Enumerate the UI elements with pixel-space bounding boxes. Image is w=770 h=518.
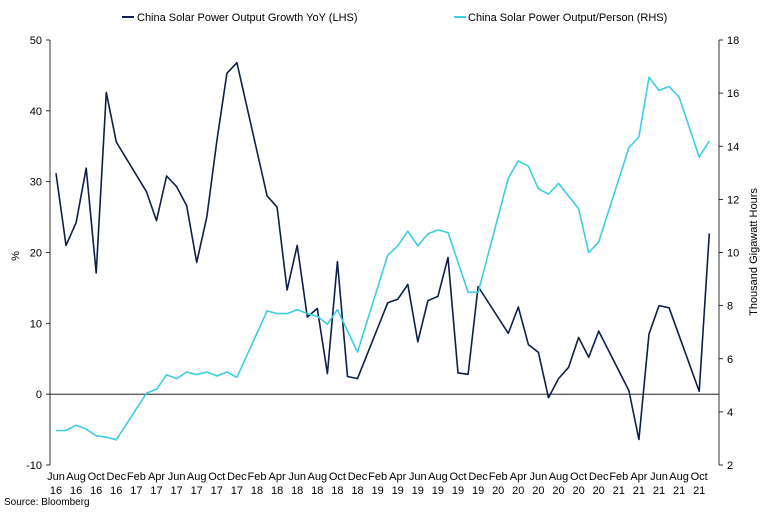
- series-line-output-per-person: [56, 76, 710, 441]
- x-tick-label-year: 17: [191, 485, 203, 497]
- left-axis-title: %: [10, 251, 22, 261]
- right-tick-label: 10: [727, 248, 739, 260]
- x-tick-label-month: Jun: [168, 471, 186, 483]
- x-tick-label-month: Oct: [449, 471, 466, 483]
- x-tick-label-month: Dec: [227, 471, 247, 483]
- x-tick-label-year: 16: [110, 485, 122, 497]
- right-tick-label: 8: [727, 301, 733, 313]
- x-tick-label-month: Feb: [248, 471, 267, 483]
- x-tick-label-month: Jun: [47, 471, 65, 483]
- legend-label-growth: China Solar Power Output Growth YoY (LHS…: [137, 12, 358, 24]
- x-tick-label-year: 17: [170, 485, 182, 497]
- x-tick-label-month: Apr: [510, 471, 527, 483]
- x-tick-label-month: Jun: [288, 471, 306, 483]
- x-tick-label-month: Apr: [630, 471, 647, 483]
- series-line-growth-yoy: [55, 61, 711, 441]
- x-tick-label-month: Aug: [669, 471, 689, 483]
- x-tick-label-month: Feb: [127, 471, 146, 483]
- x-tick-label-month: Aug: [428, 471, 448, 483]
- x-tick-label-year: 18: [351, 485, 363, 497]
- x-tick-label-year: 19: [472, 485, 484, 497]
- legend: China Solar Power Output Growth YoY (LHS…: [122, 12, 667, 24]
- left-tick-label: 30: [30, 177, 42, 189]
- x-tick-label-year: 19: [452, 485, 464, 497]
- x-tick-label-year: 20: [512, 485, 524, 497]
- left-tick-label: 40: [30, 106, 42, 118]
- x-tick-label-year: 20: [532, 485, 544, 497]
- x-tick-label-year: 19: [432, 485, 444, 497]
- right-axis-title: Thousand Gigawatt Hours: [748, 188, 760, 316]
- left-tick-label: 20: [30, 248, 42, 260]
- x-tick-label-month: Apr: [269, 471, 286, 483]
- x-tick-label-month: Feb: [368, 471, 387, 483]
- x-tick-label-year: 21: [693, 485, 705, 497]
- left-axis-ticks: 50 40 30 20 10 0 -10: [26, 35, 50, 472]
- x-tick-label-year: 16: [90, 485, 102, 497]
- x-tick-label-month: Aug: [549, 471, 569, 483]
- x-tick-label-month: Dec: [348, 471, 368, 483]
- x-axis-ticks: Jun 16 Aug 16 Oct 16 Dec 16 Feb 17 Apr 17 Jun 17 Aug 17…: [47, 471, 708, 497]
- x-tick-label-month: Oct: [208, 471, 225, 483]
- right-tick-label: 12: [727, 194, 739, 206]
- x-tick-label-year: 18: [311, 485, 323, 497]
- x-tick-label-year: 21: [633, 485, 645, 497]
- x-tick-label-month: Oct: [329, 471, 346, 483]
- x-tick-label-year: 20: [492, 485, 504, 497]
- source-note: Source: Bloomberg: [4, 497, 90, 508]
- x-tick-label-month: Apr: [148, 471, 165, 483]
- right-tick-label: 2: [727, 460, 733, 472]
- x-tick-label-month: Aug: [308, 471, 328, 483]
- left-tick-label: -10: [26, 460, 42, 472]
- x-tick-label-month: Jun: [650, 471, 668, 483]
- x-tick-label-year: 21: [613, 485, 625, 497]
- left-tick-label: 0: [36, 389, 42, 401]
- x-tick-label-month: Dec: [468, 471, 488, 483]
- x-tick-label-month: Jun: [409, 471, 427, 483]
- x-tick-label-month: Dec: [107, 471, 127, 483]
- right-tick-label: 14: [727, 141, 739, 153]
- x-tick-label-year: 20: [552, 485, 564, 497]
- right-axis-ticks: 18 16 14 12 10 8 6 4 2: [719, 35, 739, 472]
- right-tick-label: 6: [727, 354, 733, 366]
- x-tick-label-year: 18: [331, 485, 343, 497]
- x-tick-label-month: Apr: [389, 471, 406, 483]
- x-tick-label-year: 17: [150, 485, 162, 497]
- x-tick-label-year: 19: [392, 485, 404, 497]
- right-tick-label: 18: [727, 35, 739, 47]
- x-tick-label-year: 17: [211, 485, 223, 497]
- left-tick-label: 10: [30, 318, 42, 330]
- left-tick-label: 50: [30, 35, 42, 47]
- x-tick-label-year: 17: [130, 485, 142, 497]
- x-tick-label-year: 21: [653, 485, 665, 497]
- x-tick-label-month: Aug: [187, 471, 207, 483]
- x-tick-label-month: Feb: [609, 471, 628, 483]
- x-tick-label-month: Feb: [489, 471, 508, 483]
- x-tick-label-month: Oct: [691, 471, 708, 483]
- x-tick-label-year: 17: [231, 485, 243, 497]
- right-tick-label: 4: [727, 407, 733, 419]
- x-tick-label-year: 18: [251, 485, 263, 497]
- series-layer: [55, 61, 711, 441]
- x-tick-label-year: 16: [70, 485, 82, 497]
- x-tick-label-year: 19: [371, 485, 383, 497]
- x-tick-label-year: 20: [593, 485, 605, 497]
- legend-label-output: China Solar Power Output/Person (RHS): [468, 12, 667, 24]
- x-tick-label-year: 18: [291, 485, 303, 497]
- x-tick-label-month: Aug: [66, 471, 86, 483]
- x-tick-label-year: 19: [412, 485, 424, 497]
- x-tick-label-month: Dec: [589, 471, 609, 483]
- x-tick-label-year: 21: [673, 485, 685, 497]
- x-tick-label-month: Jun: [530, 471, 548, 483]
- x-tick-label-month: Oct: [88, 471, 105, 483]
- x-tick-label-year: 20: [572, 485, 584, 497]
- x-tick-label-month: Oct: [570, 471, 587, 483]
- right-tick-label: 16: [727, 88, 739, 100]
- x-tick-label-year: 18: [271, 485, 283, 497]
- x-tick-label-year: 16: [50, 485, 62, 497]
